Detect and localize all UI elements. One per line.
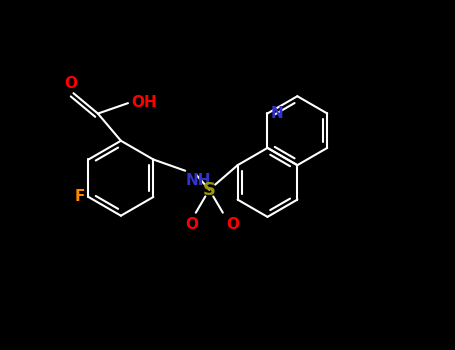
Text: N: N <box>271 106 283 121</box>
Text: OH: OH <box>131 95 157 110</box>
Text: F: F <box>75 189 85 204</box>
Text: S: S <box>203 181 216 199</box>
Text: O: O <box>185 217 198 232</box>
Text: O: O <box>227 217 240 232</box>
Text: NH: NH <box>186 173 211 188</box>
Text: O: O <box>64 76 77 91</box>
